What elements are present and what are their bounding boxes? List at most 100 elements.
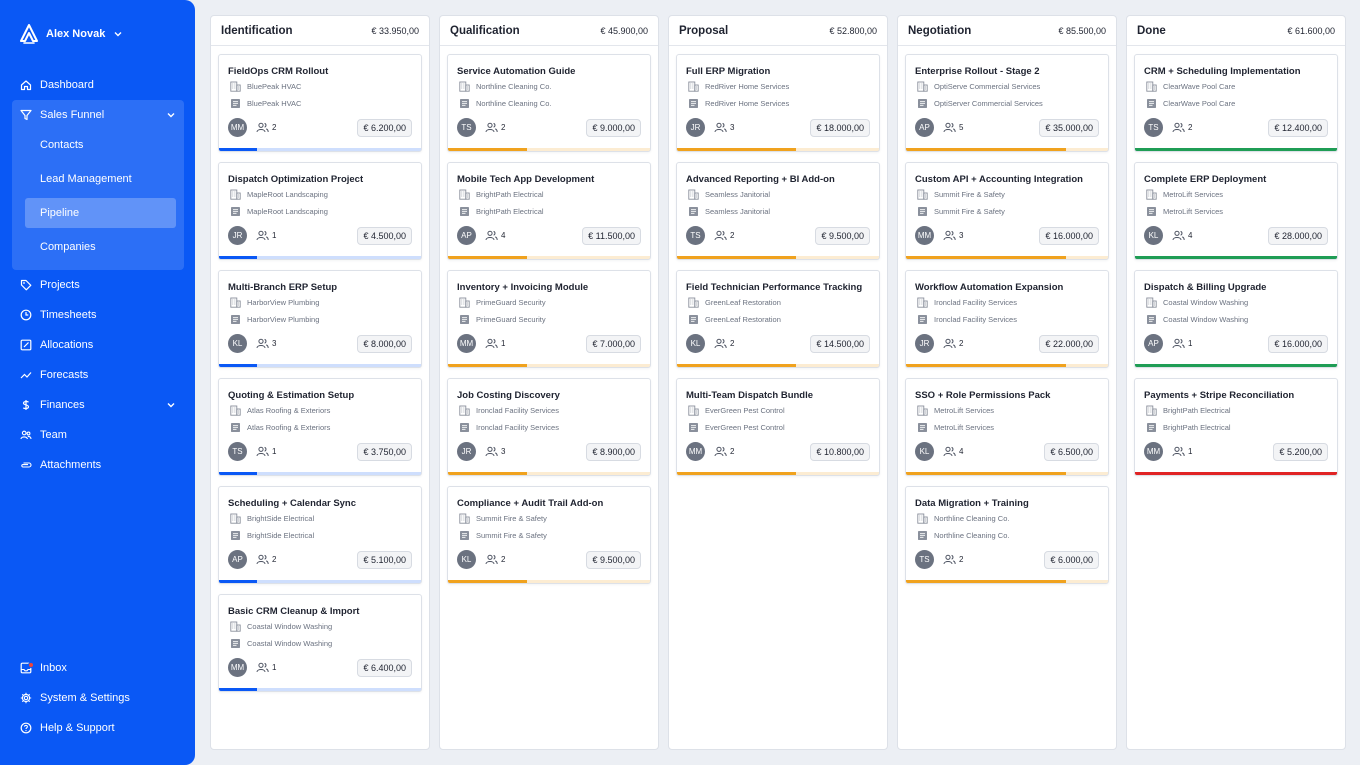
- users-icon: [256, 338, 269, 349]
- user-menu[interactable]: Alex Novak: [20, 22, 123, 46]
- avatar[interactable]: AP: [228, 550, 247, 569]
- deal-card[interactable]: Mobile Tech App Development BrightPath El…: [447, 162, 651, 260]
- deal-progress-bar: [906, 256, 1108, 259]
- avatar[interactable]: AP: [915, 118, 934, 137]
- deal-card[interactable]: Dispatch & Billing Upgrade Coastal Window…: [1134, 270, 1338, 368]
- avatar[interactable]: MM: [915, 226, 934, 245]
- company-name: Ironclad Facility Services: [476, 406, 559, 415]
- avatar[interactable]: KL: [457, 550, 476, 569]
- deal-company: Northline Cleaning Co.: [459, 81, 551, 92]
- avatar[interactable]: AP: [457, 226, 476, 245]
- sidebar-item-pipeline[interactable]: Pipeline: [25, 198, 176, 228]
- contact-name: BrightSide Electrical: [247, 531, 315, 540]
- avatar[interactable]: KL: [1144, 226, 1163, 245]
- deal-company: HarborView Plumbing: [230, 297, 319, 308]
- avatar[interactable]: MM: [457, 334, 476, 353]
- deal-title: Payments + Stripe Reconciliation: [1144, 390, 1295, 401]
- team-icon: [20, 430, 32, 440]
- deal-company: MetroLift Services: [1146, 189, 1223, 200]
- deal-progress-bar: [1135, 148, 1337, 151]
- nav-item-projects[interactable]: Projects: [12, 270, 184, 300]
- nav-item-settings[interactable]: System & Settings: [12, 683, 184, 713]
- avatar[interactable]: JR: [457, 442, 476, 461]
- deal-card[interactable]: Workflow Automation Expansion Ironclad Fa…: [905, 270, 1109, 368]
- nav-item-finances[interactable]: Finances: [12, 390, 184, 420]
- nav-item-help[interactable]: Help & Support: [12, 713, 184, 743]
- member-count-value: 1: [272, 663, 277, 672]
- member-count-value: 2: [959, 555, 964, 564]
- nav-item-timesheets[interactable]: Timesheets: [12, 300, 184, 330]
- avatar[interactable]: KL: [915, 442, 934, 461]
- document-icon: [689, 99, 698, 108]
- building-icon: [917, 513, 928, 524]
- card-list: Enterprise Rollout - Stage 2 OptiServe Co…: [898, 46, 1116, 584]
- deal-card[interactable]: Full ERP Migration RedRiver Home Services…: [676, 54, 880, 152]
- deal-card[interactable]: Custom API + Accounting Integration Summi…: [905, 162, 1109, 260]
- user-name: Alex Novak: [46, 28, 106, 40]
- avatar[interactable]: MM: [228, 658, 247, 677]
- deal-card[interactable]: Multi-Branch ERP Setup HarborView Plumbin…: [218, 270, 422, 368]
- nav-item-team[interactable]: Team: [12, 420, 184, 450]
- avatar[interactable]: TS: [1144, 118, 1163, 137]
- nav-item-dashboard[interactable]: Dashboard: [12, 70, 184, 100]
- avatar[interactable]: KL: [228, 334, 247, 353]
- users-icon: [256, 554, 269, 565]
- deal-card[interactable]: Field Technician Performance Tracking Gre…: [676, 270, 880, 368]
- deal-card[interactable]: Scheduling + Calendar Sync BrightSide Ele…: [218, 486, 422, 584]
- deal-card[interactable]: Quoting & Estimation Setup Atlas Roofing …: [218, 378, 422, 476]
- avatar[interactable]: MM: [1144, 442, 1163, 461]
- sidebar-item-companies[interactable]: Companies: [40, 241, 96, 253]
- deal-card[interactable]: SSO + Role Permissions Pack MetroLift Ser…: [905, 378, 1109, 476]
- deal-card[interactable]: FieldOps CRM Rollout BluePeak HVAC BluePea…: [218, 54, 422, 152]
- avatar[interactable]: KL: [686, 334, 705, 353]
- deal-card[interactable]: Multi-Team Dispatch Bundle EverGreen Pest…: [676, 378, 880, 476]
- sidebar-item-lead-management[interactable]: Lead Management: [40, 173, 132, 185]
- deal-card[interactable]: Basic CRM Cleanup & Import Coastal Window…: [218, 594, 422, 692]
- building-icon: [917, 405, 928, 416]
- contact-name: MetroLift Services: [934, 423, 995, 432]
- nav-item-forecasts[interactable]: Forecasts: [12, 360, 184, 390]
- member-count: 1: [256, 446, 276, 457]
- deal-progress-bar: [219, 364, 421, 367]
- deal-card[interactable]: Dispatch Optimization Project MapleRoot L…: [218, 162, 422, 260]
- contact-name: ClearWave Pool Care: [1163, 99, 1236, 108]
- avatar[interactable]: MM: [228, 118, 247, 137]
- member-count-value: 4: [501, 231, 506, 240]
- document-icon: [918, 423, 927, 432]
- deal-card[interactable]: Complete ERP Deployment MetroLift Service…: [1134, 162, 1338, 260]
- avatar[interactable]: TS: [228, 442, 247, 461]
- avatar[interactable]: AP: [1144, 334, 1163, 353]
- member-count-value: 1: [272, 231, 277, 240]
- avatar[interactable]: TS: [686, 226, 705, 245]
- nav-item-inbox[interactable]: Inbox: [12, 653, 184, 683]
- deal-amount: € 16.000,00: [1039, 227, 1099, 245]
- deal-card[interactable]: Enterprise Rollout - Stage 2 OptiServe Co…: [905, 54, 1109, 152]
- avatar[interactable]: JR: [915, 334, 934, 353]
- deal-amount: € 18.000,00: [810, 119, 870, 137]
- avatar[interactable]: JR: [228, 226, 247, 245]
- deal-card[interactable]: Inventory + Invoicing Module PrimeGuard S…: [447, 270, 651, 368]
- column-header: Proposal € 52.800,00: [669, 16, 887, 46]
- avatar[interactable]: MM: [686, 442, 705, 461]
- deal-company: Summit Fire & Safety: [459, 513, 547, 524]
- avatar[interactable]: TS: [457, 118, 476, 137]
- deal-amount: € 6.400,00: [357, 659, 412, 677]
- avatar[interactable]: TS: [915, 550, 934, 569]
- sidebar-item-contacts[interactable]: Contacts: [40, 139, 84, 151]
- avatar[interactable]: JR: [686, 118, 705, 137]
- nav-item-attachments[interactable]: Attachments: [12, 450, 184, 480]
- deal-card[interactable]: Compliance + Audit Trail Add-on Summit Fi…: [447, 486, 651, 584]
- deal-card[interactable]: Data Migration + Training Northline Clean…: [905, 486, 1109, 584]
- users-icon: [485, 230, 498, 241]
- deal-amount: € 5.200,00: [1273, 443, 1328, 461]
- building-icon: [459, 297, 470, 308]
- deal-card[interactable]: Payments + Stripe Reconciliation BrightPa…: [1134, 378, 1338, 476]
- document-icon: [231, 315, 240, 324]
- deal-card[interactable]: CRM + Scheduling Implementation ClearWave…: [1134, 54, 1338, 152]
- nav-group-sales-funnel: Sales Funnel Contacts Lead Management Pi…: [12, 100, 184, 270]
- deal-card[interactable]: Advanced Reporting + BI Add-on Seamless J…: [676, 162, 880, 260]
- deal-card[interactable]: Service Automation Guide Northline Cleani…: [447, 54, 651, 152]
- nav-item-allocations[interactable]: Allocations: [12, 330, 184, 360]
- nav-item-sales-funnel[interactable]: Sales Funnel: [12, 100, 184, 130]
- deal-card[interactable]: Job Costing Discovery Ironclad Facility S…: [447, 378, 651, 476]
